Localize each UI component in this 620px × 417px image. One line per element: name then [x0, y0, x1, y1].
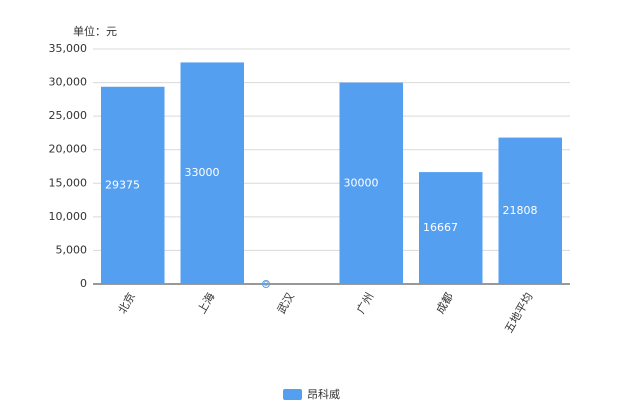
x-tick-label: 上海 — [194, 290, 217, 316]
y-tick-label: 30,000 — [49, 76, 88, 89]
legend-swatch — [283, 389, 302, 400]
y-tick-label: 5,000 — [56, 243, 88, 256]
y-tick-label: 10,000 — [49, 210, 88, 223]
data-label: 30000 — [344, 176, 379, 189]
x-tick-label: 五地平均 — [502, 291, 535, 336]
x-tick-label: 北京 — [115, 290, 138, 316]
bar — [498, 137, 562, 284]
x-tick-label: 成都 — [434, 291, 456, 317]
data-label: 33000 — [185, 166, 220, 179]
data-label: 0 — [264, 280, 268, 288]
x-tick-label: 广州 — [354, 291, 376, 317]
data-label: 29375 — [105, 178, 140, 191]
data-label: 16667 — [423, 221, 458, 234]
zero-marker — [262, 280, 270, 288]
bar — [419, 172, 483, 284]
y-tick-label: 25,000 — [49, 109, 88, 122]
y-tick-label: 0 — [80, 277, 87, 290]
legend-label: 昂科威 — [307, 387, 340, 401]
y-tick-label: 35,000 — [49, 42, 88, 55]
bar — [339, 82, 403, 284]
y-tick-label: 15,000 — [49, 176, 88, 189]
bar — [101, 86, 165, 285]
y-tick-label: 20,000 — [49, 143, 88, 156]
bar — [180, 62, 244, 284]
data-label: 21808 — [503, 204, 538, 217]
x-tick-label: 武汉 — [275, 291, 297, 317]
y-axis-label: 单位：元 — [73, 24, 117, 38]
